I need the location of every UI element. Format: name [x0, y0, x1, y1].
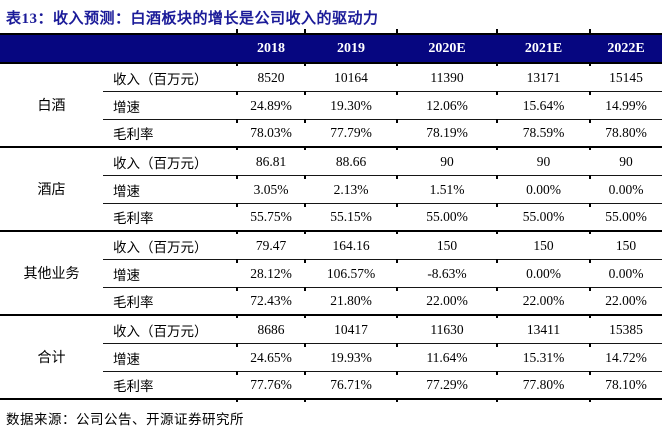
- value-cell: 76.71%: [304, 372, 397, 402]
- year-header-2018: 2018: [236, 29, 305, 66]
- revenue-forecast-table: 2018 2019 2020E 2021E 2022E 白酒 收入（百万元） 8…: [0, 29, 662, 402]
- value-cell: 78.59%: [496, 120, 590, 150]
- value-cell: 24.89%: [236, 92, 305, 123]
- value-cell: 90: [589, 148, 662, 179]
- metric-label: 收入（百万元）: [103, 316, 237, 344]
- value-cell: 79.47: [236, 232, 305, 263]
- value-cell: 77.80%: [496, 372, 590, 402]
- value-cell: 24.65%: [236, 344, 305, 375]
- value-cell: 78.80%: [589, 120, 662, 150]
- table-title: 表13：收入预测：白酒板块的增长是公司收入的驱动力: [6, 11, 379, 27]
- value-cell: 13411: [496, 316, 590, 347]
- year-header-2019: 2019: [304, 29, 397, 66]
- metric-label: 收入（百万元）: [103, 64, 237, 92]
- year-header-2022e: 2022E: [589, 29, 662, 66]
- metric-label: 增速: [103, 260, 237, 288]
- value-cell: 3.05%: [236, 176, 305, 207]
- value-cell: 77.29%: [396, 372, 497, 402]
- value-cell: 78.10%: [589, 372, 662, 402]
- value-cell: -8.63%: [396, 260, 497, 291]
- value-cell: 150: [396, 232, 497, 263]
- value-cell: 11390: [396, 64, 497, 95]
- value-cell: 14.72%: [589, 344, 662, 375]
- value-cell: 86.81: [236, 148, 305, 179]
- metric-label: 增速: [103, 344, 237, 372]
- value-cell: 22.00%: [589, 288, 662, 318]
- value-cell: 72.43%: [236, 288, 305, 318]
- value-cell: 8686: [236, 316, 305, 347]
- value-cell: 90: [496, 148, 590, 179]
- value-cell: 55.00%: [496, 204, 590, 234]
- value-cell: 11630: [396, 316, 497, 347]
- value-cell: 55.00%: [396, 204, 497, 234]
- value-cell: 0.00%: [589, 176, 662, 207]
- value-cell: 14.99%: [589, 92, 662, 123]
- value-cell: 106.57%: [304, 260, 397, 291]
- value-cell: 0.00%: [496, 260, 590, 291]
- metric-label: 收入（百万元）: [103, 232, 237, 260]
- metric-label: 增速: [103, 176, 237, 204]
- value-cell: 15.64%: [496, 92, 590, 123]
- data-source-note: 数据来源：公司公告、开源证券研究所: [6, 412, 244, 427]
- value-cell: 1.51%: [396, 176, 497, 207]
- value-cell: 28.12%: [236, 260, 305, 291]
- value-cell: 0.00%: [496, 176, 590, 207]
- year-header-2020e: 2020E: [396, 29, 497, 66]
- value-cell: 78.19%: [396, 120, 497, 150]
- metric-label: 毛利率: [103, 120, 237, 148]
- header-spacer: [0, 35, 237, 64]
- group-name-total: 合计: [0, 316, 103, 400]
- year-header-2021e: 2021E: [496, 29, 590, 66]
- value-cell: 10417: [304, 316, 397, 347]
- value-cell: 150: [496, 232, 590, 263]
- value-cell: 22.00%: [496, 288, 590, 318]
- value-cell: 88.66: [304, 148, 397, 179]
- value-cell: 12.06%: [396, 92, 497, 123]
- metric-label: 毛利率: [103, 204, 237, 232]
- value-cell: 2.13%: [304, 176, 397, 207]
- value-cell: 55.00%: [589, 204, 662, 234]
- value-cell: 15145: [589, 64, 662, 95]
- value-cell: 150: [589, 232, 662, 263]
- value-cell: 164.16: [304, 232, 397, 263]
- value-cell: 77.79%: [304, 120, 397, 150]
- value-cell: 55.15%: [304, 204, 397, 234]
- value-cell: 55.75%: [236, 204, 305, 234]
- value-cell: 19.93%: [304, 344, 397, 375]
- value-cell: 77.76%: [236, 372, 305, 402]
- metric-label: 收入（百万元）: [103, 148, 237, 176]
- value-cell: 22.00%: [396, 288, 497, 318]
- value-cell: 78.03%: [236, 120, 305, 150]
- metric-label: 增速: [103, 92, 237, 120]
- group-name-other: 其他业务: [0, 232, 103, 316]
- metric-label: 毛利率: [103, 372, 237, 400]
- metric-label: 毛利率: [103, 288, 237, 316]
- value-cell: 19.30%: [304, 92, 397, 123]
- value-cell: 0.00%: [589, 260, 662, 291]
- value-cell: 15.31%: [496, 344, 590, 375]
- value-cell: 11.64%: [396, 344, 497, 375]
- value-cell: 90: [396, 148, 497, 179]
- value-cell: 8520: [236, 64, 305, 95]
- value-cell: 10164: [304, 64, 397, 95]
- value-cell: 21.80%: [304, 288, 397, 318]
- group-name-baijiu: 白酒: [0, 64, 103, 148]
- value-cell: 13171: [496, 64, 590, 95]
- group-name-hotel: 酒店: [0, 148, 103, 232]
- value-cell: 15385: [589, 316, 662, 347]
